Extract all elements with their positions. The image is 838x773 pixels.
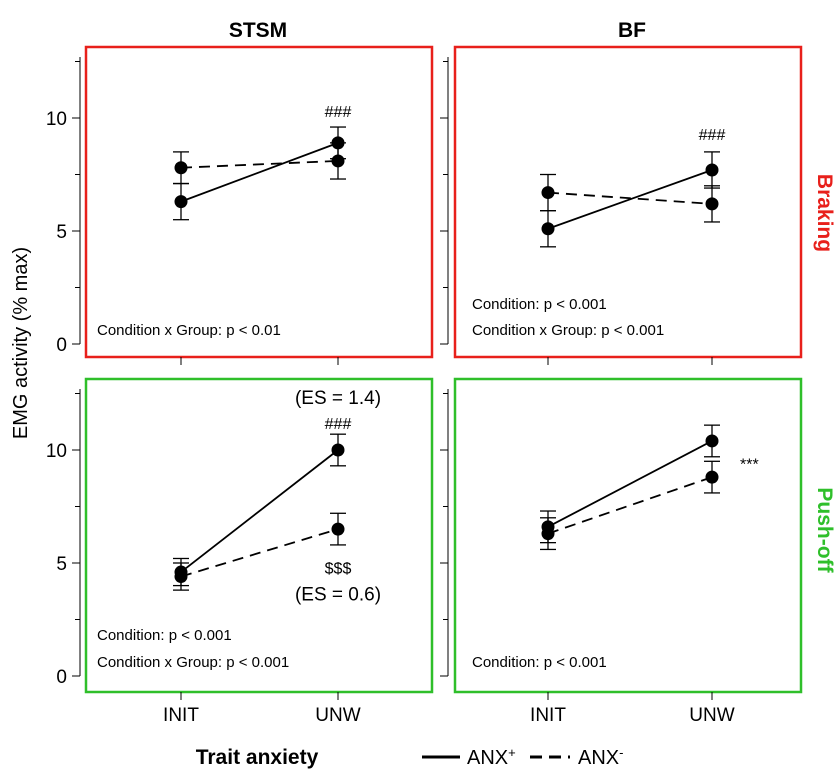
data-point [705,470,719,484]
series-anxminus [540,460,720,551]
series-line [547,191,713,205]
annotation: (ES = 0.6) [295,585,381,606]
legend-dashed-label: ANX- [578,745,623,770]
data-point [541,186,555,200]
panel-frame [84,377,434,694]
stats-text: Condition: p < 0.001 [97,627,232,644]
row-label-braking: Braking [813,174,836,252]
col-title-stsm: STSM [229,19,287,42]
y-tick-label: 5 [56,554,67,575]
annotation: ### [699,127,726,144]
series-anxminus [173,512,346,591]
stats-text: Condition: p < 0.001 [472,296,607,313]
panel-stsm-push-off: 0 5 10 (ES = 1.4) ### $$$ (ES = 0.6) Condition:… [46,377,434,700]
data-point [174,570,188,584]
y-tick-label: 5 [56,222,67,243]
data-point [705,163,719,177]
panel-stsm-braking: 0 5 10 ### Condition x Group: p < 0.01 [46,45,434,365]
annotation: ### [325,416,352,433]
series-anxminus [173,142,346,185]
legend-solid-label: ANX+ [467,745,516,770]
x-tick-label-bf-init: INIT [530,705,566,726]
series-anxplus [173,126,346,221]
panel-bf-push-off: *** Condition: p < 0.001 [440,377,803,700]
y-axis-title: EMG activity (% max) [10,247,32,439]
y-tick-label: 0 [56,335,67,356]
col-title-bf: BF [618,19,646,42]
y-tick-label: 0 [56,667,67,688]
series-anxminus [540,173,720,223]
series-line [547,169,713,230]
legend-dashed-text: ANX [578,747,619,769]
data-point [174,195,188,209]
stats-text: Condition x Group: p < 0.01 [97,322,281,339]
series-line [180,528,339,578]
series-line [547,440,713,528]
annotation: ### [325,104,352,121]
series-line [180,449,339,573]
panel-frame [453,377,803,694]
data-point [705,434,719,448]
series-line [180,142,339,203]
data-point [541,222,555,236]
x-tick-label-stsm-init: INIT [163,705,199,726]
x-tick-label-stsm-unw: UNW [315,705,360,726]
panel-bf-braking: ### Condition: p < 0.001 Condition x Group… [440,45,803,365]
legend-solid-sup: + [508,745,516,760]
series-line [180,160,339,169]
legend-solid-text: ANX [467,747,508,769]
panel-frame [453,45,803,359]
data-point [331,522,345,536]
data-point [331,443,345,457]
stats-text: Condition x Group: p < 0.001 [472,322,664,339]
annotation: $$$ [325,561,352,578]
panels: 0 5 10 ### Condition x Group: p < 0.01 ### Con… [46,45,803,700]
series-anxplus [540,151,720,248]
series-line [547,476,713,535]
stats-text: Condition x Group: p < 0.001 [97,654,289,671]
y-tick-label: 10 [46,441,67,462]
row-label-pushoff: Push-off [813,487,836,573]
panel-frame [84,45,434,359]
legend-dashed-sup: - [619,745,623,760]
data-point [331,154,345,168]
y-tick-label: 10 [46,109,67,130]
annotation: (ES = 1.4) [295,388,381,409]
stats-text: Condition: p < 0.001 [472,654,607,671]
data-point [174,161,188,175]
series-anxplus [173,433,346,587]
data-point [541,527,555,541]
x-tick-label-bf-unw: UNW [689,705,734,726]
data-point [705,197,719,211]
legend-title: Trait anxiety [196,746,319,769]
annotation: *** [740,457,759,474]
